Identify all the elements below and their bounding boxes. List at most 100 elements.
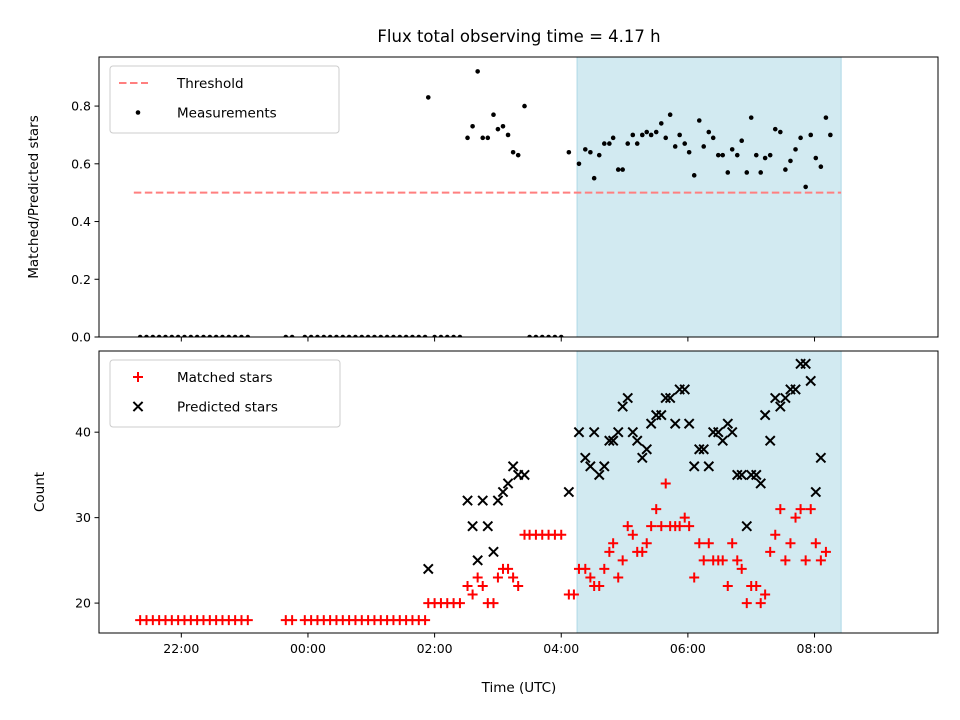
top-plot-area <box>133 57 842 337</box>
predicted-stars-point <box>617 401 628 412</box>
matched-stars-point <box>467 589 478 600</box>
predicted-stars-point <box>815 452 827 464</box>
predicted-stars-point <box>703 461 715 472</box>
matched-stars-point <box>513 581 524 591</box>
predicted-stars-point <box>660 392 672 404</box>
matched-stars-point <box>736 563 747 574</box>
measurements-point <box>767 152 773 158</box>
top-observing-window <box>576 57 842 337</box>
matched-stars-point <box>287 615 298 626</box>
measurements-point <box>639 132 645 138</box>
measurements-point <box>823 115 829 120</box>
measurements-point <box>725 170 731 175</box>
predicted-stars-point <box>585 461 596 472</box>
measurements-point <box>620 167 625 172</box>
matched-stars-point <box>627 529 638 540</box>
matched-stars-point <box>462 581 473 591</box>
measurements-point <box>457 334 463 337</box>
measurements-point <box>630 132 636 138</box>
measurements-point <box>239 334 244 337</box>
bottom-y-tick-label: 40 <box>75 425 91 440</box>
matched-stars-point <box>810 538 821 549</box>
measurements-point <box>648 132 654 138</box>
predicted-stars-point <box>726 426 738 438</box>
matched-stars-point <box>717 555 728 566</box>
predicted-stars-point <box>712 426 724 438</box>
matched-stars-point <box>613 572 624 583</box>
measurements-point <box>601 141 607 146</box>
predicted-stars-point <box>563 486 575 498</box>
measurements-point <box>653 129 659 135</box>
matched-stars-point <box>617 555 628 566</box>
top-y-tick-label: 0.2 <box>71 272 91 287</box>
measurements-point <box>778 129 783 135</box>
measurements-point <box>813 155 819 161</box>
measurements-point <box>475 69 480 74</box>
matched-stars-point <box>679 512 690 523</box>
measurements-point <box>372 334 377 337</box>
measurements-point <box>522 103 527 109</box>
measurements-point <box>715 152 721 158</box>
matched-stars-point <box>637 546 648 557</box>
predicted-stars-point <box>775 401 786 412</box>
measurements-point <box>758 170 764 175</box>
matched-stars-point <box>488 598 499 609</box>
measurements-point <box>321 334 327 337</box>
measurements-point <box>353 334 358 337</box>
measurements-point <box>783 167 788 172</box>
measurements-point <box>327 334 333 337</box>
x-tick-label: 06:00 <box>670 641 706 656</box>
predicted-stars-point <box>422 563 434 575</box>
predicted-stars-point <box>497 486 509 498</box>
measurements-point <box>558 334 564 337</box>
measurements-point <box>753 152 759 158</box>
matched-stars-point <box>660 478 671 489</box>
matched-stars-point <box>727 538 738 549</box>
legend-threshold-label: Threshold <box>176 76 244 92</box>
predicted-stars-point <box>736 469 748 481</box>
top-y-tick-label: 0.4 <box>71 214 91 229</box>
measurements-point <box>527 334 532 337</box>
predicted-stars-point <box>482 520 494 532</box>
top-y-tick-label: 0.6 <box>71 156 91 171</box>
measurements-point <box>772 126 778 132</box>
measurements-point <box>500 123 506 129</box>
x-tick-label: 08:00 <box>797 641 833 656</box>
matched-stars-point <box>732 555 743 566</box>
bottom-legend: Matched stars Predicted stars <box>109 359 341 428</box>
measurements-point <box>610 135 616 141</box>
predicted-stars-point <box>780 392 791 404</box>
measurements-point <box>744 170 750 175</box>
measurements-point <box>691 173 697 178</box>
predicted-stars-point <box>579 452 591 464</box>
measurements-point <box>658 121 664 126</box>
predicted-stars-point <box>764 435 776 447</box>
measurements-point <box>762 155 768 161</box>
measurements-series <box>137 69 833 337</box>
predicted-stars-point <box>731 469 743 481</box>
matched-stars-point <box>694 538 705 549</box>
matched-stars-point <box>689 572 700 583</box>
predicted-stars-point <box>759 409 771 421</box>
measurements-point <box>201 334 206 337</box>
bottom-plot-area <box>135 351 842 633</box>
measurements-point <box>365 334 371 337</box>
measurements-point <box>686 149 692 155</box>
matched-stars-point <box>454 598 465 609</box>
measurements-point <box>505 132 511 138</box>
matched-stars-point <box>585 572 596 583</box>
measurements-point <box>144 334 149 337</box>
matched-stars-point <box>815 555 826 566</box>
measurements-point <box>485 135 491 141</box>
bottom-y-tick-label: 20 <box>75 596 91 611</box>
measurements-point <box>378 334 384 337</box>
measurements-point <box>596 152 602 158</box>
measurements-point <box>425 95 431 100</box>
matched-stars-point <box>594 581 605 591</box>
predicted-stars-point <box>488 546 499 558</box>
matched-stars-point <box>770 529 781 540</box>
matched-stars-point <box>472 572 483 583</box>
measurements-point <box>410 334 415 337</box>
measurements-point <box>470 123 475 129</box>
bottom-observing-window <box>576 351 842 633</box>
